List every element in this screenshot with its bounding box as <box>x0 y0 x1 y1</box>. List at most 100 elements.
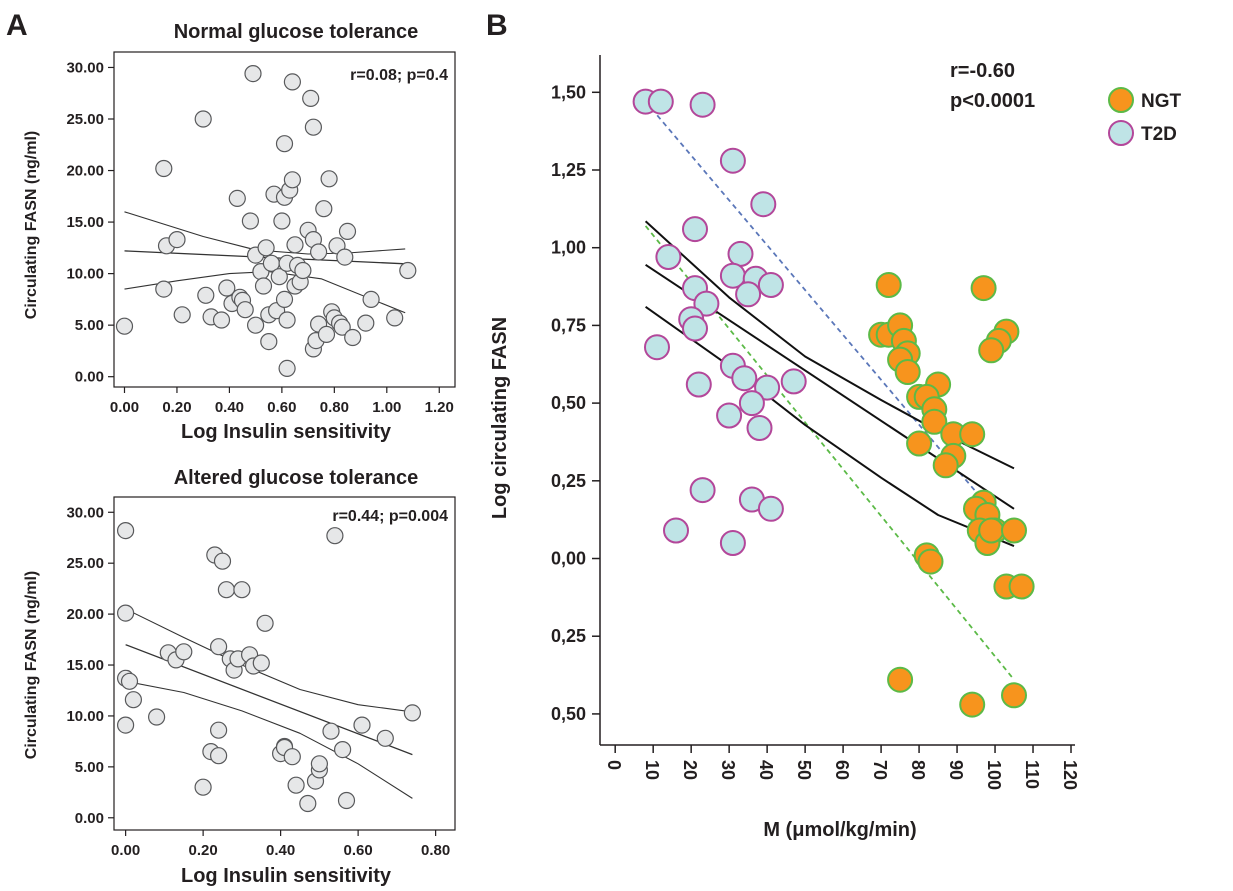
data-point <box>283 73 301 91</box>
t2d-point <box>731 365 758 392</box>
data-point <box>252 654 270 672</box>
data-point <box>278 311 296 329</box>
data-point <box>275 135 294 153</box>
data-point <box>236 301 254 319</box>
data-point <box>287 776 305 794</box>
data-point <box>116 716 135 734</box>
y-tick-label: 0,75 <box>551 315 586 335</box>
ngt-point <box>917 548 944 575</box>
data-point <box>310 243 328 261</box>
y-tick-label: 20.00 <box>66 606 104 623</box>
x-tick-label: 90 <box>946 760 966 780</box>
data-point <box>357 314 375 332</box>
t2d-point <box>663 517 689 544</box>
t2d-point <box>719 530 746 556</box>
y-tick-label: 0,50 <box>551 704 586 724</box>
data-point <box>322 722 340 740</box>
y-tick-label: 10.00 <box>66 708 104 725</box>
t2d-point <box>682 216 708 243</box>
chart-a-bottom-fit <box>125 608 413 799</box>
x-tick-label: 20 <box>680 760 700 780</box>
data-point <box>148 708 166 726</box>
x-tick-label: 0.60 <box>267 399 296 416</box>
x-tick-label: 30 <box>718 760 738 780</box>
x-tick-label: 0.20 <box>189 842 218 859</box>
data-point <box>302 89 320 108</box>
data-point <box>336 248 354 266</box>
x-tick-label: 120 <box>1060 760 1080 790</box>
data-point <box>310 755 328 773</box>
t2d-point <box>647 88 674 115</box>
y-tick-label: 0,00 <box>551 549 586 569</box>
data-point <box>256 614 274 632</box>
ngt-point <box>1008 573 1035 600</box>
data-point <box>344 328 362 347</box>
t2d-point <box>727 240 754 267</box>
x-tick-label: 110 <box>1022 760 1042 789</box>
t2d-point <box>716 402 743 429</box>
y-tick-label: 25.00 <box>66 555 104 572</box>
data-point <box>213 552 232 570</box>
ci-upper-line <box>125 608 413 713</box>
ngt-point <box>887 666 914 693</box>
y-tick-label: 5.00 <box>75 317 104 334</box>
data-point <box>244 64 262 83</box>
chart-a-bottom-xlabel: Log Insulin sensitivity <box>181 865 392 887</box>
ci-lower-line <box>645 305 1015 548</box>
legend-swatch-t2d <box>1108 120 1134 146</box>
ci-lower-line <box>125 680 413 799</box>
y-tick-label: 0.00 <box>75 810 104 827</box>
data-point <box>233 581 251 599</box>
t2d-point <box>746 415 773 441</box>
data-point <box>116 604 135 622</box>
t2d-point <box>689 477 716 504</box>
t2d-point <box>682 315 708 342</box>
ngt-point <box>894 359 921 385</box>
data-point <box>194 110 212 128</box>
data-point <box>217 581 235 599</box>
data-point <box>155 280 173 298</box>
x-tick-label: 0.80 <box>421 842 450 859</box>
data-point <box>362 290 380 308</box>
chart-a-bottom-ticks: 0.00 0.20 0.40 0.60 0.80 0.00 5.00 10.00 15.00 20… <box>66 504 450 859</box>
chart-b-points <box>632 88 1035 718</box>
ngt-point <box>906 430 933 457</box>
data-point <box>155 159 173 178</box>
chart-b-ticks: 0 10 20 30 40 50 60 70 80 90 100 110 120 1,50 1,25 1,00… <box>551 55 1080 790</box>
data-point <box>120 672 139 690</box>
y-tick-label: 10.00 <box>66 266 104 283</box>
data-point <box>173 306 191 324</box>
chart-a-bottom-points <box>116 521 421 813</box>
y-tick-label: 0,25 <box>551 626 586 646</box>
legend-swatch-ngt <box>1108 87 1134 113</box>
chart-a-top-points <box>115 64 417 377</box>
t2d-point <box>757 495 784 522</box>
data-point <box>403 704 421 722</box>
t2d-point <box>689 91 716 118</box>
ngt-point <box>959 691 986 718</box>
t2d-point <box>693 290 720 317</box>
data-point <box>194 778 212 796</box>
data-point <box>270 268 288 286</box>
t2d-point <box>644 334 670 361</box>
chart-b: r=-0.60 p<0.0001 M (μmol/kg/min) Log cir… <box>489 55 1182 841</box>
data-point <box>353 716 371 734</box>
data-point <box>197 286 215 304</box>
x-tick-label: 0 <box>604 760 624 770</box>
y-tick-label: 25.00 <box>66 111 104 128</box>
data-point <box>124 691 142 709</box>
y-tick-label: 1,00 <box>551 238 586 258</box>
data-point <box>247 316 265 334</box>
data-point <box>254 277 273 295</box>
x-tick-label: 0.80 <box>320 399 349 416</box>
ngt-point <box>1001 682 1027 709</box>
data-point <box>228 189 246 207</box>
chart-a-bottom-annotation: r=0.44; p=0.004 <box>332 508 448 525</box>
data-point <box>218 279 236 297</box>
chart-a-bottom-title: Altered glucose tolerance <box>174 467 419 489</box>
data-point <box>315 200 333 218</box>
ngt-point <box>1001 517 1027 544</box>
chart-a-top: Normal glucose tolerance r=0.08; p=0.4 L… <box>23 21 456 443</box>
data-point <box>304 118 322 136</box>
data-point <box>337 791 356 810</box>
